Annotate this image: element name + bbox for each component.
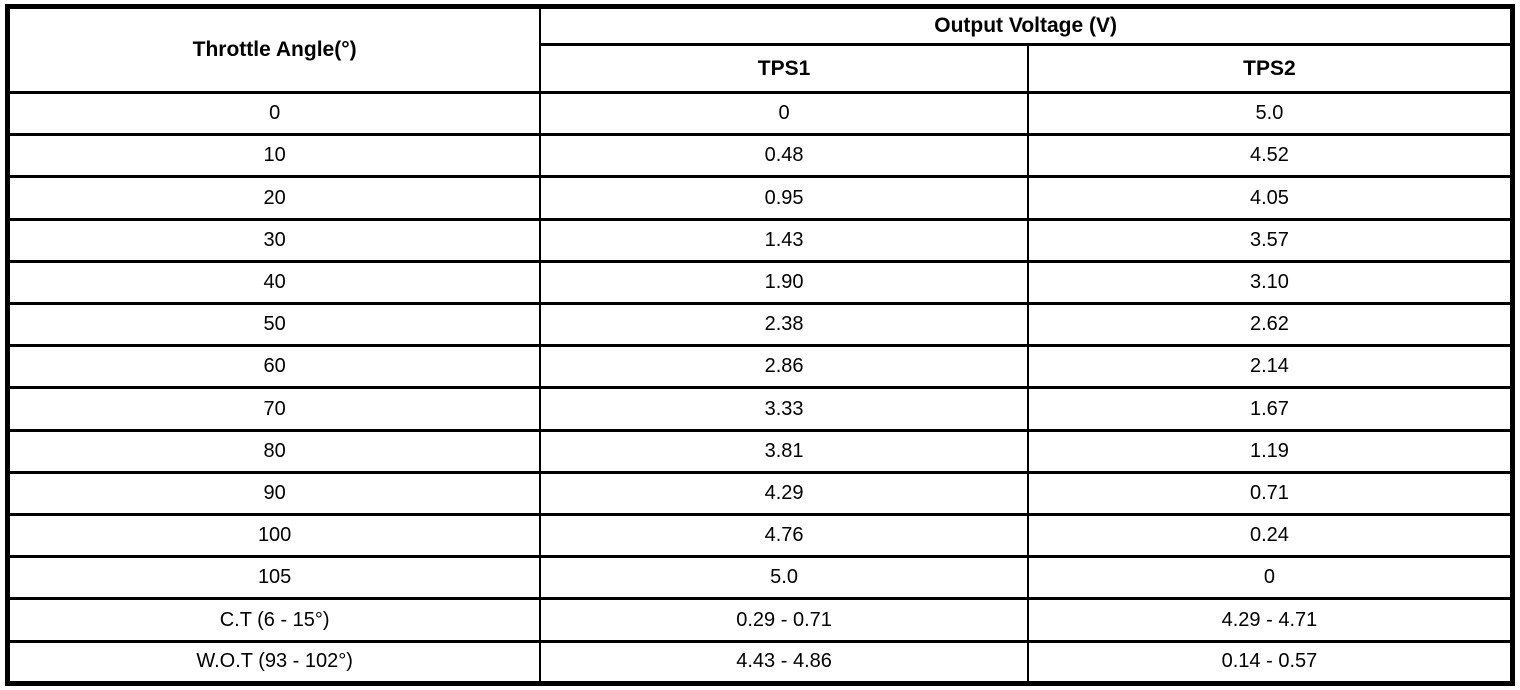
tps1-cell: 1.90 (539, 259, 1029, 306)
table-row: 60 2.86 2.14 (6, 344, 1514, 390)
output-voltage-group-header: Output Voltage (V) (539, 5, 1514, 46)
tps1-cell: 3.33 (539, 386, 1029, 432)
tps1-cell: 0.48 (539, 133, 1029, 179)
angle-cell: 80 (6, 428, 542, 474)
tps2-cell: 2.62 (1026, 302, 1514, 348)
angle-cell: 20 (6, 175, 542, 221)
throttle-angle-header: Throttle Angle(°) (6, 5, 542, 94)
angle-cell: 0 (6, 90, 542, 137)
tps1-cell: 4.29 (539, 470, 1029, 517)
tps2-cell: 1.19 (1026, 428, 1514, 474)
tps1-cell: 3.81 (539, 428, 1029, 474)
angle-cell: 90 (6, 470, 542, 517)
tps2-cell: 5.0 (1026, 90, 1514, 137)
tps1-cell: 0 (539, 90, 1029, 137)
tps2-cell: 0 (1026, 555, 1514, 601)
angle-cell: 100 (6, 513, 542, 559)
table-row: 40 1.90 3.10 (6, 259, 1514, 306)
tps-voltage-table: Throttle Angle(°) Output Voltage (V) TPS… (5, 4, 1515, 686)
tps2-cell: 4.05 (1026, 175, 1514, 221)
tps2-cell: 1.67 (1026, 386, 1514, 432)
table-row: 90 4.29 0.71 (6, 470, 1514, 517)
angle-cell: 70 (6, 386, 542, 432)
table-row: 100 4.76 0.24 (6, 513, 1514, 559)
tps1-cell: 0.95 (539, 175, 1029, 221)
tps2-cell: 3.10 (1026, 259, 1514, 306)
tps1-cell: 2.86 (539, 344, 1029, 390)
tps2-cell: 2.14 (1026, 344, 1514, 390)
tps1-cell: 5.0 (539, 555, 1029, 601)
table-row: 105 5.0 0 (6, 555, 1514, 601)
table-header-row-group: Throttle Angle(°) Output Voltage (V) (6, 5, 1514, 94)
table-header-row-sub: TPS1 TPS2 (8, 43, 1514, 94)
tps1-cell: 4.43 - 4.86 (539, 639, 1029, 686)
tps1-cell: 0.29 - 0.71 (539, 597, 1029, 643)
angle-cell: 50 (6, 302, 542, 348)
table-row: W.O.T (93 - 102°) 4.43 - 4.86 0.14 - 0.5… (6, 639, 1514, 686)
table-row: 80 3.81 1.19 (6, 428, 1514, 474)
angle-cell: 105 (6, 555, 542, 601)
angle-cell: 10 (6, 133, 542, 179)
tps2-column-header: TPS2 (1026, 43, 1514, 94)
tps2-cell: 0.71 (1026, 470, 1514, 517)
tps2-cell: 4.29 - 4.71 (1026, 597, 1514, 643)
tps2-cell: 0.14 - 0.57 (1026, 639, 1514, 686)
angle-cell: C.T (6 - 15°) (6, 597, 542, 643)
table-row: 10 0.48 4.52 (6, 133, 1514, 179)
table-row: 70 3.33 1.67 (6, 386, 1514, 432)
angle-cell: 30 (6, 217, 542, 263)
table-row: 50 2.38 2.62 (6, 302, 1514, 348)
tps1-cell: 1.43 (539, 217, 1029, 263)
tps2-cell: 4.52 (1026, 133, 1514, 179)
table-row: C.T (6 - 15°) 0.29 - 0.71 4.29 - 4.71 (6, 597, 1514, 643)
table-row: 30 1.43 3.57 (6, 217, 1514, 263)
table-row: 20 0.95 4.05 (6, 175, 1514, 221)
angle-cell: 60 (6, 344, 542, 390)
tps2-cell: 3.57 (1026, 217, 1514, 263)
tps1-cell: 4.76 (539, 513, 1029, 559)
angle-cell: 40 (6, 259, 542, 306)
tps1-cell: 2.38 (539, 302, 1029, 348)
tps1-column-header: TPS1 (539, 43, 1029, 94)
tps2-cell: 0.24 (1026, 513, 1514, 559)
table-row: 0 0 5.0 (6, 90, 1514, 137)
angle-cell: W.O.T (93 - 102°) (6, 639, 542, 686)
